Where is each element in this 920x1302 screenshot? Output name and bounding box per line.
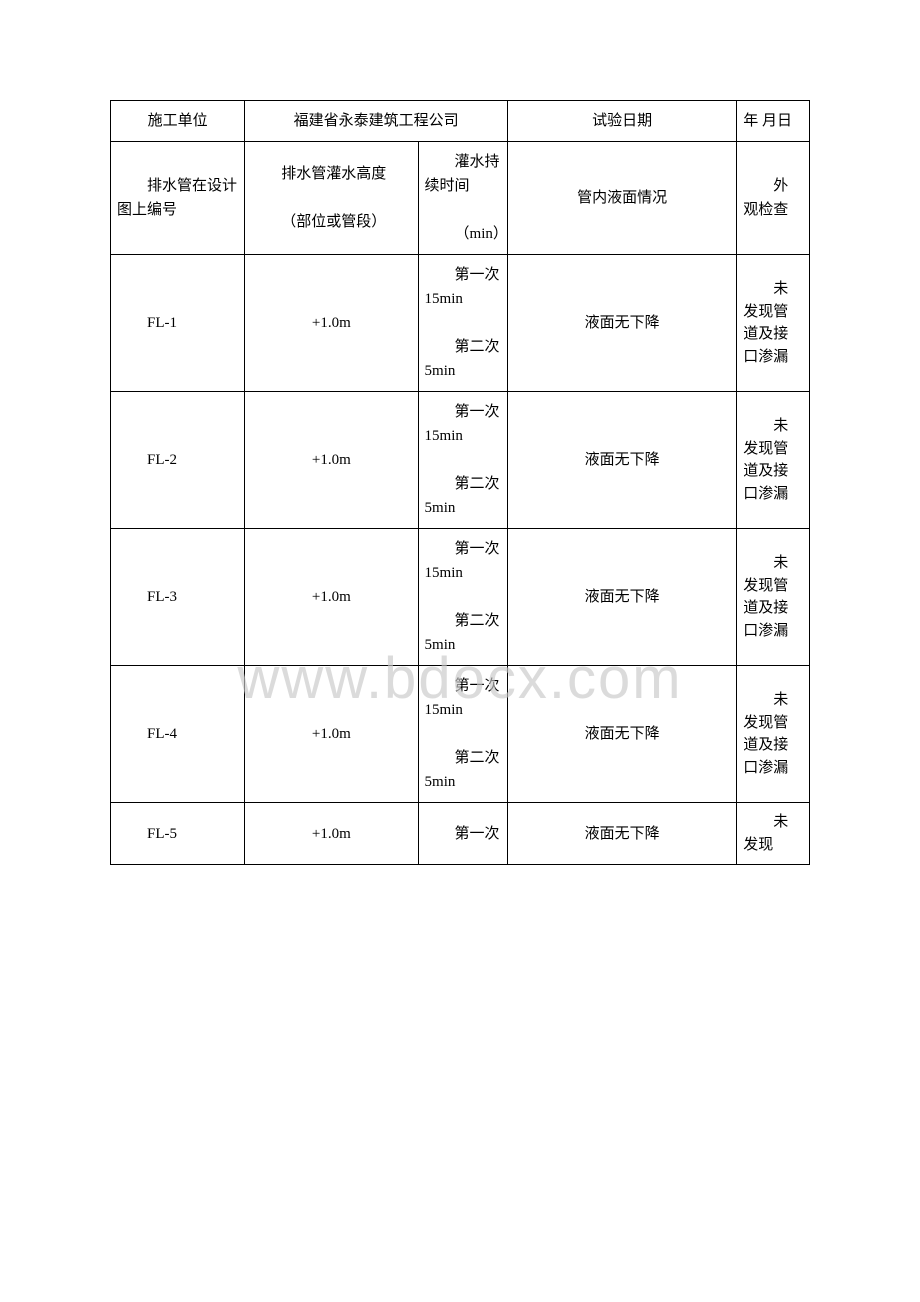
fill-height: +1.0m [245, 255, 418, 392]
col-header-duration: 灌水持续时间 （min） [418, 142, 507, 255]
duration-1: 第一次15min [425, 674, 501, 722]
col-header-fill-height-l2: （部位或管段） [251, 210, 411, 234]
duration-2: 第二次5min [425, 472, 501, 520]
duration-2: 第二次5min [425, 335, 501, 383]
liquid-status: 液面无下降 [508, 392, 737, 529]
col-header-visual-text: 外观检查 [743, 174, 803, 222]
duration-cell: 第一次15min 第二次5min [418, 255, 507, 392]
construction-unit-value: 福建省永泰建筑工程公司 [245, 101, 508, 142]
col-header-pipe-id: 排水管在设计图上编号 [111, 142, 245, 255]
liquid-status: 液面无下降 [508, 803, 737, 865]
col-header-liquid: 管内液面情况 [508, 142, 737, 255]
visual-check: 未发现管道及接口渗漏 [737, 529, 810, 666]
fill-height: +1.0m [245, 529, 418, 666]
duration-cell: 第一次15min 第二次5min [418, 666, 507, 803]
col-header-fill-height: 排水管灌水高度 （部位或管段） [245, 142, 418, 255]
table-row: FL-1 +1.0m 第一次15min 第二次5min 液面无下降 未发现管道及… [111, 255, 810, 392]
table-row: FL-4 +1.0m 第一次15min 第二次5min 液面无下降 未发现管道及… [111, 666, 810, 803]
table-row: FL-3 +1.0m 第一次15min 第二次5min 液面无下降 未发现管道及… [111, 529, 810, 666]
col-header-duration-l2: （min） [425, 222, 501, 246]
fill-height: +1.0m [245, 803, 418, 865]
pipe-id: FL-2 [111, 392, 245, 529]
visual-check: 未发现管道及接口渗漏 [737, 392, 810, 529]
col-header-visual: 外观检查 [737, 142, 810, 255]
construction-unit-label: 施工单位 [111, 101, 245, 142]
test-date-value: 年 月日 [737, 101, 810, 142]
liquid-status: 液面无下降 [508, 666, 737, 803]
test-date-label: 试验日期 [508, 101, 737, 142]
table-row: FL-2 +1.0m 第一次15min 第二次5min 液面无下降 未发现管道及… [111, 392, 810, 529]
visual-check: 未发现 [737, 803, 810, 865]
header-row: 施工单位 福建省永泰建筑工程公司 试验日期 年 月日 [111, 101, 810, 142]
visual-check: 未发现管道及接口渗漏 [737, 255, 810, 392]
col-header-duration-l1: 灌水持续时间 [425, 150, 501, 198]
column-header-row: 排水管在设计图上编号 排水管灌水高度 （部位或管段） 灌水持续时间 （min） … [111, 142, 810, 255]
liquid-status: 液面无下降 [508, 255, 737, 392]
duration-1: 第一次15min [425, 263, 501, 311]
pipe-id: FL-5 [111, 803, 245, 865]
duration-1: 第一次15min [425, 537, 501, 585]
col-header-fill-height-l1: 排水管灌水高度 [251, 162, 411, 186]
table-row: FL-5 +1.0m 第一次 液面无下降 未发现 [111, 803, 810, 865]
test-record-table: 施工单位 福建省永泰建筑工程公司 试验日期 年 月日 排水管在设计图上编号 排水… [110, 100, 810, 865]
pipe-id: FL-4 [111, 666, 245, 803]
duration-cell: 第一次 [418, 803, 507, 865]
pipe-id: FL-3 [111, 529, 245, 666]
visual-check: 未发现管道及接口渗漏 [737, 666, 810, 803]
pipe-id: FL-1 [111, 255, 245, 392]
liquid-status: 液面无下降 [508, 529, 737, 666]
duration-cell: 第一次15min 第二次5min [418, 529, 507, 666]
duration-1: 第一次 [425, 822, 501, 846]
duration-cell: 第一次15min 第二次5min [418, 392, 507, 529]
duration-1: 第一次15min [425, 400, 501, 448]
fill-height: +1.0m [245, 392, 418, 529]
duration-2: 第二次5min [425, 746, 501, 794]
duration-2: 第二次5min [425, 609, 501, 657]
fill-height: +1.0m [245, 666, 418, 803]
